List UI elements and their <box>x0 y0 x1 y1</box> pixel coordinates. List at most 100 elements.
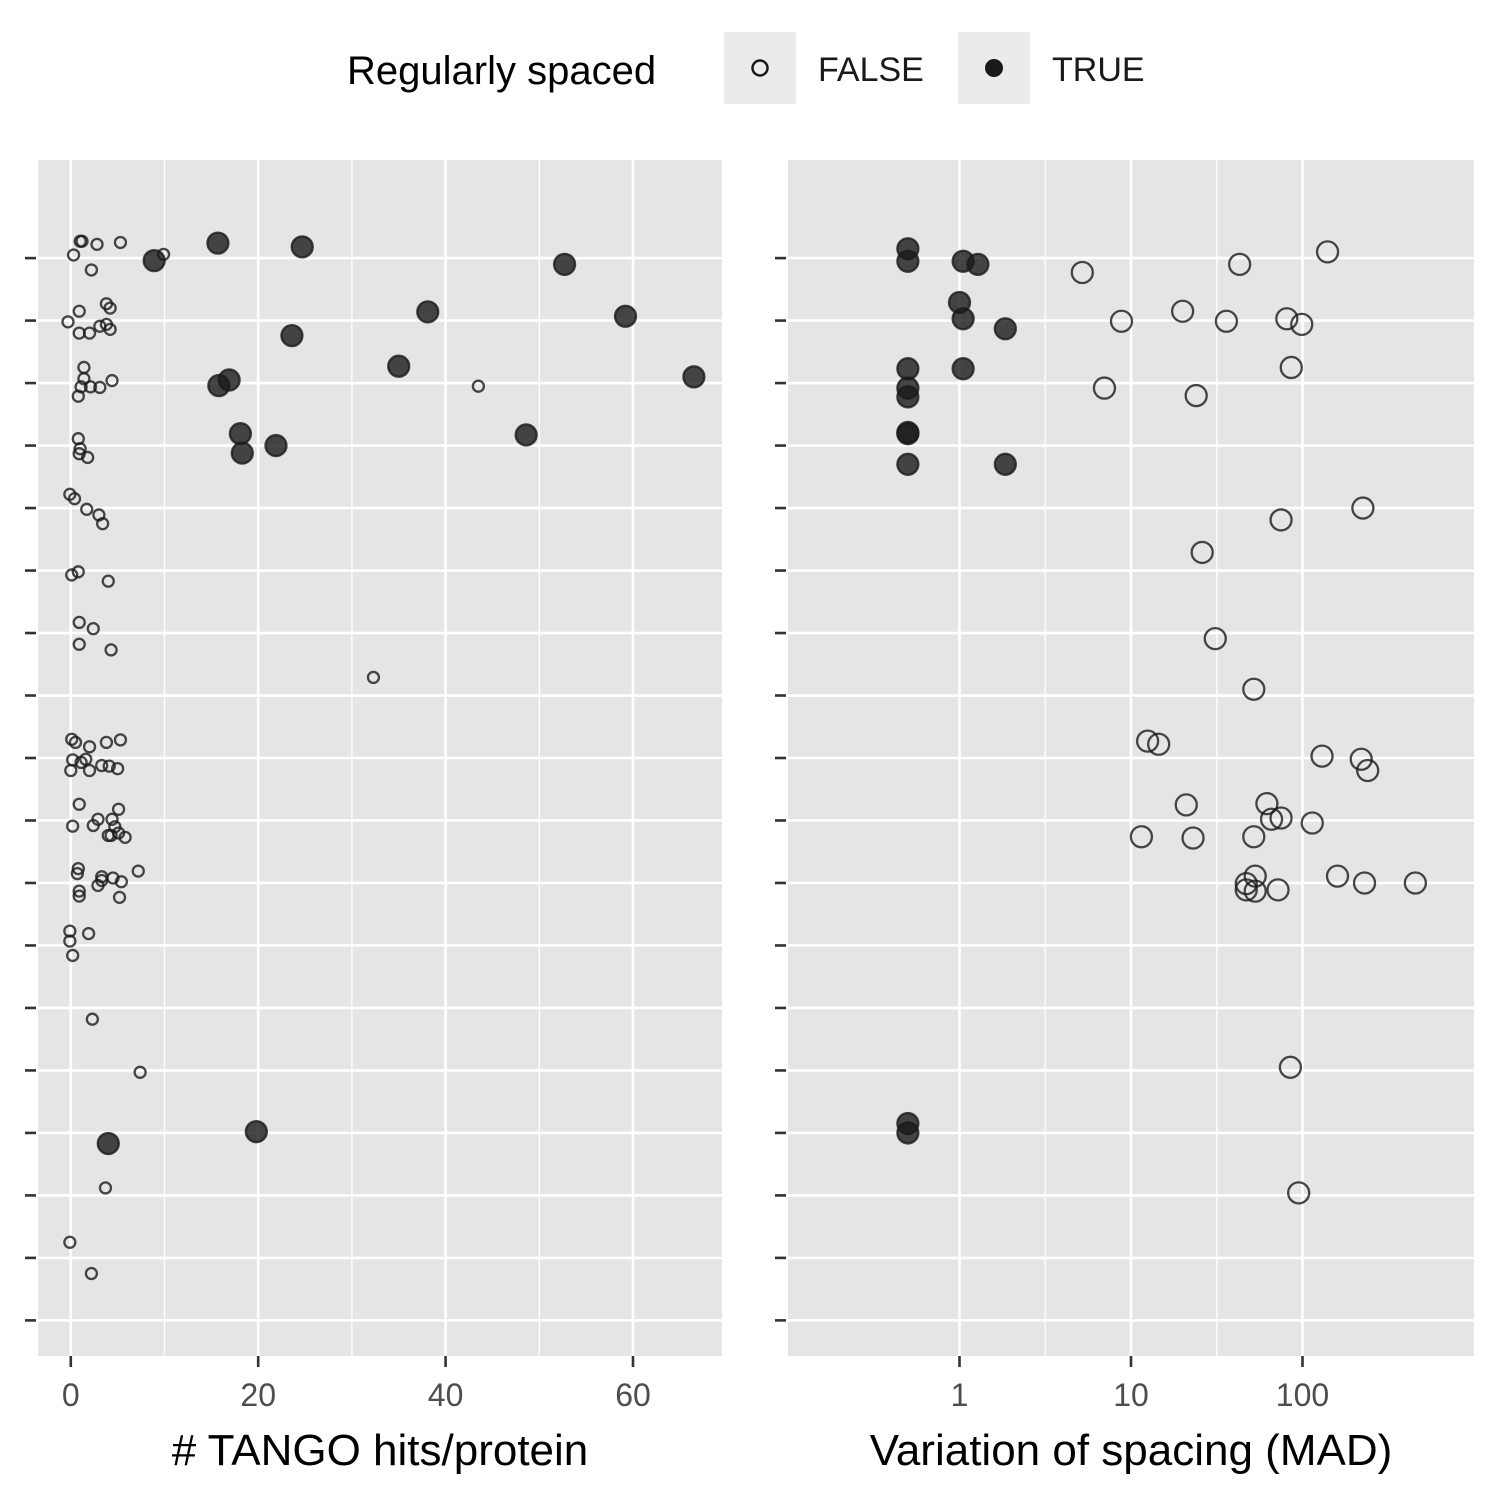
point-irregular <box>101 574 115 588</box>
point-irregular <box>1242 825 1266 849</box>
point-regular <box>951 307 975 331</box>
point-irregular <box>71 389 85 403</box>
point-irregular <box>73 442 87 456</box>
point-regular <box>896 452 920 476</box>
x-tick-label: 1 <box>951 1377 969 1413</box>
point-irregular <box>103 301 117 315</box>
point-irregular <box>1279 355 1303 380</box>
panel-tango-hits: 0 20 40 60 # TANGO hits/protein <box>25 160 722 1475</box>
point-regular <box>951 357 975 381</box>
point-regular <box>896 357 920 381</box>
point-irregular <box>82 740 97 754</box>
point-irregular <box>1170 299 1195 323</box>
point-regular <box>387 354 411 378</box>
point-regular <box>96 1131 120 1156</box>
point-regular <box>244 1120 268 1144</box>
point-irregular <box>1214 309 1239 333</box>
point-irregular <box>93 380 107 395</box>
point-irregular <box>102 759 116 773</box>
grid-lines <box>788 160 1474 1356</box>
legend-key-true-icon <box>985 59 1003 77</box>
point-irregular <box>84 1266 99 1281</box>
point-irregular <box>66 948 80 963</box>
point-regular <box>896 249 920 273</box>
panel-spacing-variation: 1 10 100 Variation of spacing (MAD) <box>775 160 1474 1475</box>
point-irregular <box>1275 307 1299 331</box>
point-regular <box>613 304 638 328</box>
point-irregular <box>90 237 104 252</box>
y-axis-ticks <box>775 256 786 1322</box>
point-irregular <box>1349 747 1373 771</box>
point-irregular <box>110 761 125 776</box>
point-irregular <box>1184 383 1208 408</box>
y-axis-ticks <box>25 256 36 1322</box>
point-regular <box>142 248 166 273</box>
point-irregular <box>1135 729 1160 753</box>
point-irregular <box>83 380 98 394</box>
point-irregular <box>104 643 118 657</box>
point-irregular <box>1243 879 1267 903</box>
point-irregular <box>75 234 89 248</box>
point-irregular <box>112 890 127 904</box>
point-regular <box>993 317 1017 341</box>
point-irregular <box>1315 240 1340 264</box>
point-irregular <box>67 492 82 506</box>
point-irregular <box>118 830 132 845</box>
grid-lines <box>38 160 722 1356</box>
point-irregular <box>1351 496 1375 520</box>
point-irregular <box>1181 826 1205 850</box>
point-irregular <box>81 450 95 465</box>
point-irregular <box>1266 878 1290 902</box>
point-regular <box>280 323 304 348</box>
point-irregular <box>1300 811 1324 835</box>
point-irregular <box>71 565 85 579</box>
point-irregular <box>1403 871 1427 895</box>
point-irregular <box>1203 626 1227 651</box>
point-irregular <box>1356 758 1380 783</box>
point-irregular <box>1325 864 1350 888</box>
point-irregular <box>80 502 94 516</box>
x-axis-title: # TANGO hits/protein <box>172 1426 589 1475</box>
point-irregular <box>1242 677 1266 701</box>
point-irregular <box>1070 260 1094 285</box>
point-regular <box>228 422 253 446</box>
x-tick-label: 100 <box>1276 1377 1329 1413</box>
point-irregular <box>84 263 99 277</box>
point-irregular <box>72 637 86 651</box>
point-irregular <box>72 884 86 898</box>
point-irregular <box>1174 793 1198 817</box>
point-irregular <box>64 763 78 778</box>
point-regular <box>416 300 440 324</box>
point-irregular <box>74 755 88 770</box>
legend-key-false-icon <box>751 59 769 77</box>
x-tick-label: 20 <box>240 1377 276 1413</box>
point-irregular <box>1190 540 1214 565</box>
x-axis-title: Variation of spacing (MAD) <box>870 1426 1393 1475</box>
point-irregular <box>86 818 100 833</box>
point-irregular <box>1234 878 1258 902</box>
point-regular <box>514 423 538 447</box>
point-regular <box>552 252 577 277</box>
point-irregular <box>131 864 145 878</box>
point-irregular <box>72 889 86 903</box>
point-irregular <box>95 758 109 773</box>
point-regular <box>207 373 231 398</box>
point-regular <box>206 231 230 255</box>
point-irregular <box>366 670 381 685</box>
point-regular <box>896 1121 920 1145</box>
point-irregular <box>1255 791 1279 816</box>
point-irregular <box>1259 807 1284 831</box>
point-irregular <box>91 878 105 893</box>
point-irregular <box>105 812 119 826</box>
point-regular <box>896 385 920 409</box>
point-irregular <box>71 861 85 876</box>
point-irregular <box>66 248 81 262</box>
point-regular <box>993 452 1017 476</box>
point-irregular <box>61 315 75 329</box>
point-irregular <box>1278 1055 1303 1079</box>
point-irregular <box>85 1012 99 1026</box>
point-irregular <box>82 326 97 340</box>
point-irregular <box>66 819 80 833</box>
point-regular <box>682 365 706 389</box>
